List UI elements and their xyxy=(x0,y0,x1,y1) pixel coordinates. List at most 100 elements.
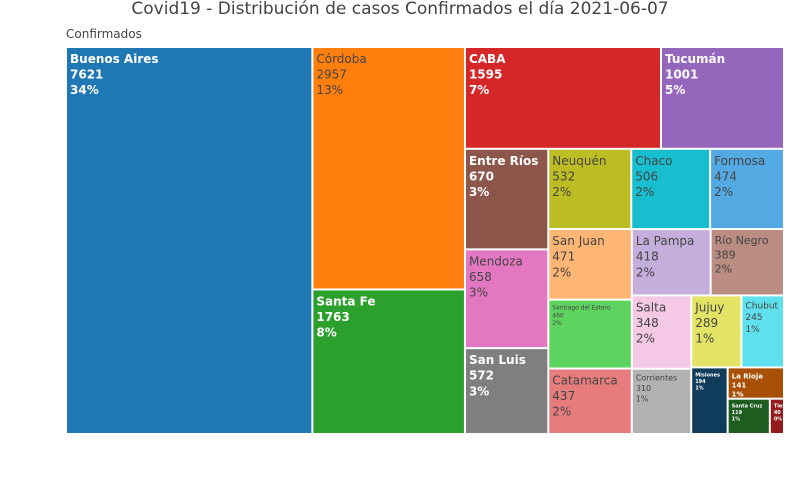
tile-percent-label: 34% xyxy=(70,83,99,97)
tile-name-label: Entre Ríos xyxy=(469,154,538,168)
tile-percent-label: 1% xyxy=(695,332,714,346)
tile-salta[interactable]: Salta 348 2% xyxy=(632,296,691,368)
tile-value-label: 460 xyxy=(552,312,564,319)
tile-rect[interactable] xyxy=(742,296,783,367)
tile-name-label: La Rioja xyxy=(732,372,764,380)
tile-name-label: Chubut xyxy=(745,301,778,311)
tile-rect[interactable] xyxy=(465,48,660,148)
tile-value-label: 289 xyxy=(695,316,718,330)
tile-rect[interactable] xyxy=(711,230,783,295)
tile-rect[interactable] xyxy=(632,149,710,229)
tile-percent-label: 1% xyxy=(732,417,741,423)
tile-percent-label: 3% xyxy=(469,286,488,300)
tile-mendoza[interactable]: Mendoza 658 3% xyxy=(465,250,548,348)
tile-rect[interactable] xyxy=(632,230,710,295)
tile-value-label: 194 xyxy=(695,379,706,385)
tile-value-label: 506 xyxy=(635,169,658,183)
tile-value-label: 389 xyxy=(715,248,736,261)
tile-percent-label: 8% xyxy=(316,326,336,340)
tile-percent-label: 7% xyxy=(469,83,489,97)
tile-rect[interactable] xyxy=(728,399,769,433)
tile-value-label: 119 xyxy=(732,410,743,416)
tile-name-label: Córdoba xyxy=(316,52,366,66)
tile-value-label: 7621 xyxy=(70,68,103,82)
tile-value-label: 572 xyxy=(469,369,494,383)
tile-name-label: Tucumán xyxy=(665,52,725,66)
tile-percent-label: 2% xyxy=(635,185,654,199)
tile-rect[interactable] xyxy=(632,369,691,433)
tile-percent-label: 1% xyxy=(636,395,649,404)
tile-name-label: Santa Cruz xyxy=(732,404,763,410)
tile-rect[interactable] xyxy=(692,368,727,433)
tile-percent-label: 2% xyxy=(636,332,655,346)
tile-name-label: San Juan xyxy=(552,234,605,248)
chart-title: Covid19 - Distribución de casos Confirma… xyxy=(131,0,669,19)
tile-name-label: Buenos Aires xyxy=(70,52,159,66)
tile-value-label: 1595 xyxy=(469,68,502,82)
tile-value-label: 418 xyxy=(636,250,659,264)
tile-rect[interactable] xyxy=(313,48,464,289)
tile-jujuy[interactable]: Jujuy 289 1% xyxy=(692,296,741,367)
tile-tierra-del-fuego[interactable]: Tierra del Fuego400% xyxy=(770,399,800,433)
tile-rect[interactable] xyxy=(661,48,783,148)
tile-rect[interactable] xyxy=(549,149,631,229)
tile-rect[interactable] xyxy=(692,296,741,367)
tile-value-label: 40 xyxy=(774,410,781,416)
tile-name-label: Corrientes xyxy=(636,374,677,383)
tile-value-label: 474 xyxy=(714,169,737,183)
tile-value-label: 437 xyxy=(552,389,575,403)
tile-value-label: 670 xyxy=(469,169,494,183)
root-label[interactable]: Confirmados xyxy=(66,27,142,41)
tile-percent-label: 3% xyxy=(469,185,489,199)
tile-rect[interactable] xyxy=(549,230,631,299)
tile-value-label: 245 xyxy=(745,313,762,323)
tile-rect[interactable] xyxy=(313,290,464,433)
tile-rect[interactable] xyxy=(728,368,783,398)
tile-value-label: 658 xyxy=(469,270,492,284)
tile-rect[interactable] xyxy=(549,300,631,368)
tile-name-label: Chaco xyxy=(635,154,672,168)
tile-name-label: Misiones xyxy=(695,372,720,378)
tile-rect[interactable] xyxy=(465,349,548,433)
tile-percent-label: 2% xyxy=(552,320,562,327)
tile-santa-fe[interactable]: Santa Fe 1763 8% xyxy=(313,290,464,433)
tile-rect[interactable] xyxy=(632,296,691,368)
tile-percent-label: 1% xyxy=(732,391,744,399)
tile-value-label: 1763 xyxy=(316,310,349,324)
tile-rect[interactable] xyxy=(549,369,631,433)
tile-percent-label: 2% xyxy=(714,185,733,199)
tile-name-label: Formosa xyxy=(714,154,765,168)
tile-value-label: 532 xyxy=(552,169,575,183)
tile-rect[interactable] xyxy=(770,399,783,433)
tile-percent-label: 1% xyxy=(695,385,704,391)
tile-rect[interactable] xyxy=(711,149,783,229)
tile-name-label: San Luis xyxy=(469,353,526,367)
tile-name-label: La Pampa xyxy=(636,234,695,248)
tile-rect[interactable] xyxy=(465,149,548,249)
tile-name-label: Jujuy xyxy=(694,300,724,314)
tile-name-label: Catamarca xyxy=(552,374,617,388)
tile-chubut[interactable]: Chubut 245 1% xyxy=(742,296,783,367)
tile-rect[interactable] xyxy=(465,250,548,348)
tile-name-label: Neuquén xyxy=(552,154,606,168)
tile-rect[interactable] xyxy=(67,48,312,433)
